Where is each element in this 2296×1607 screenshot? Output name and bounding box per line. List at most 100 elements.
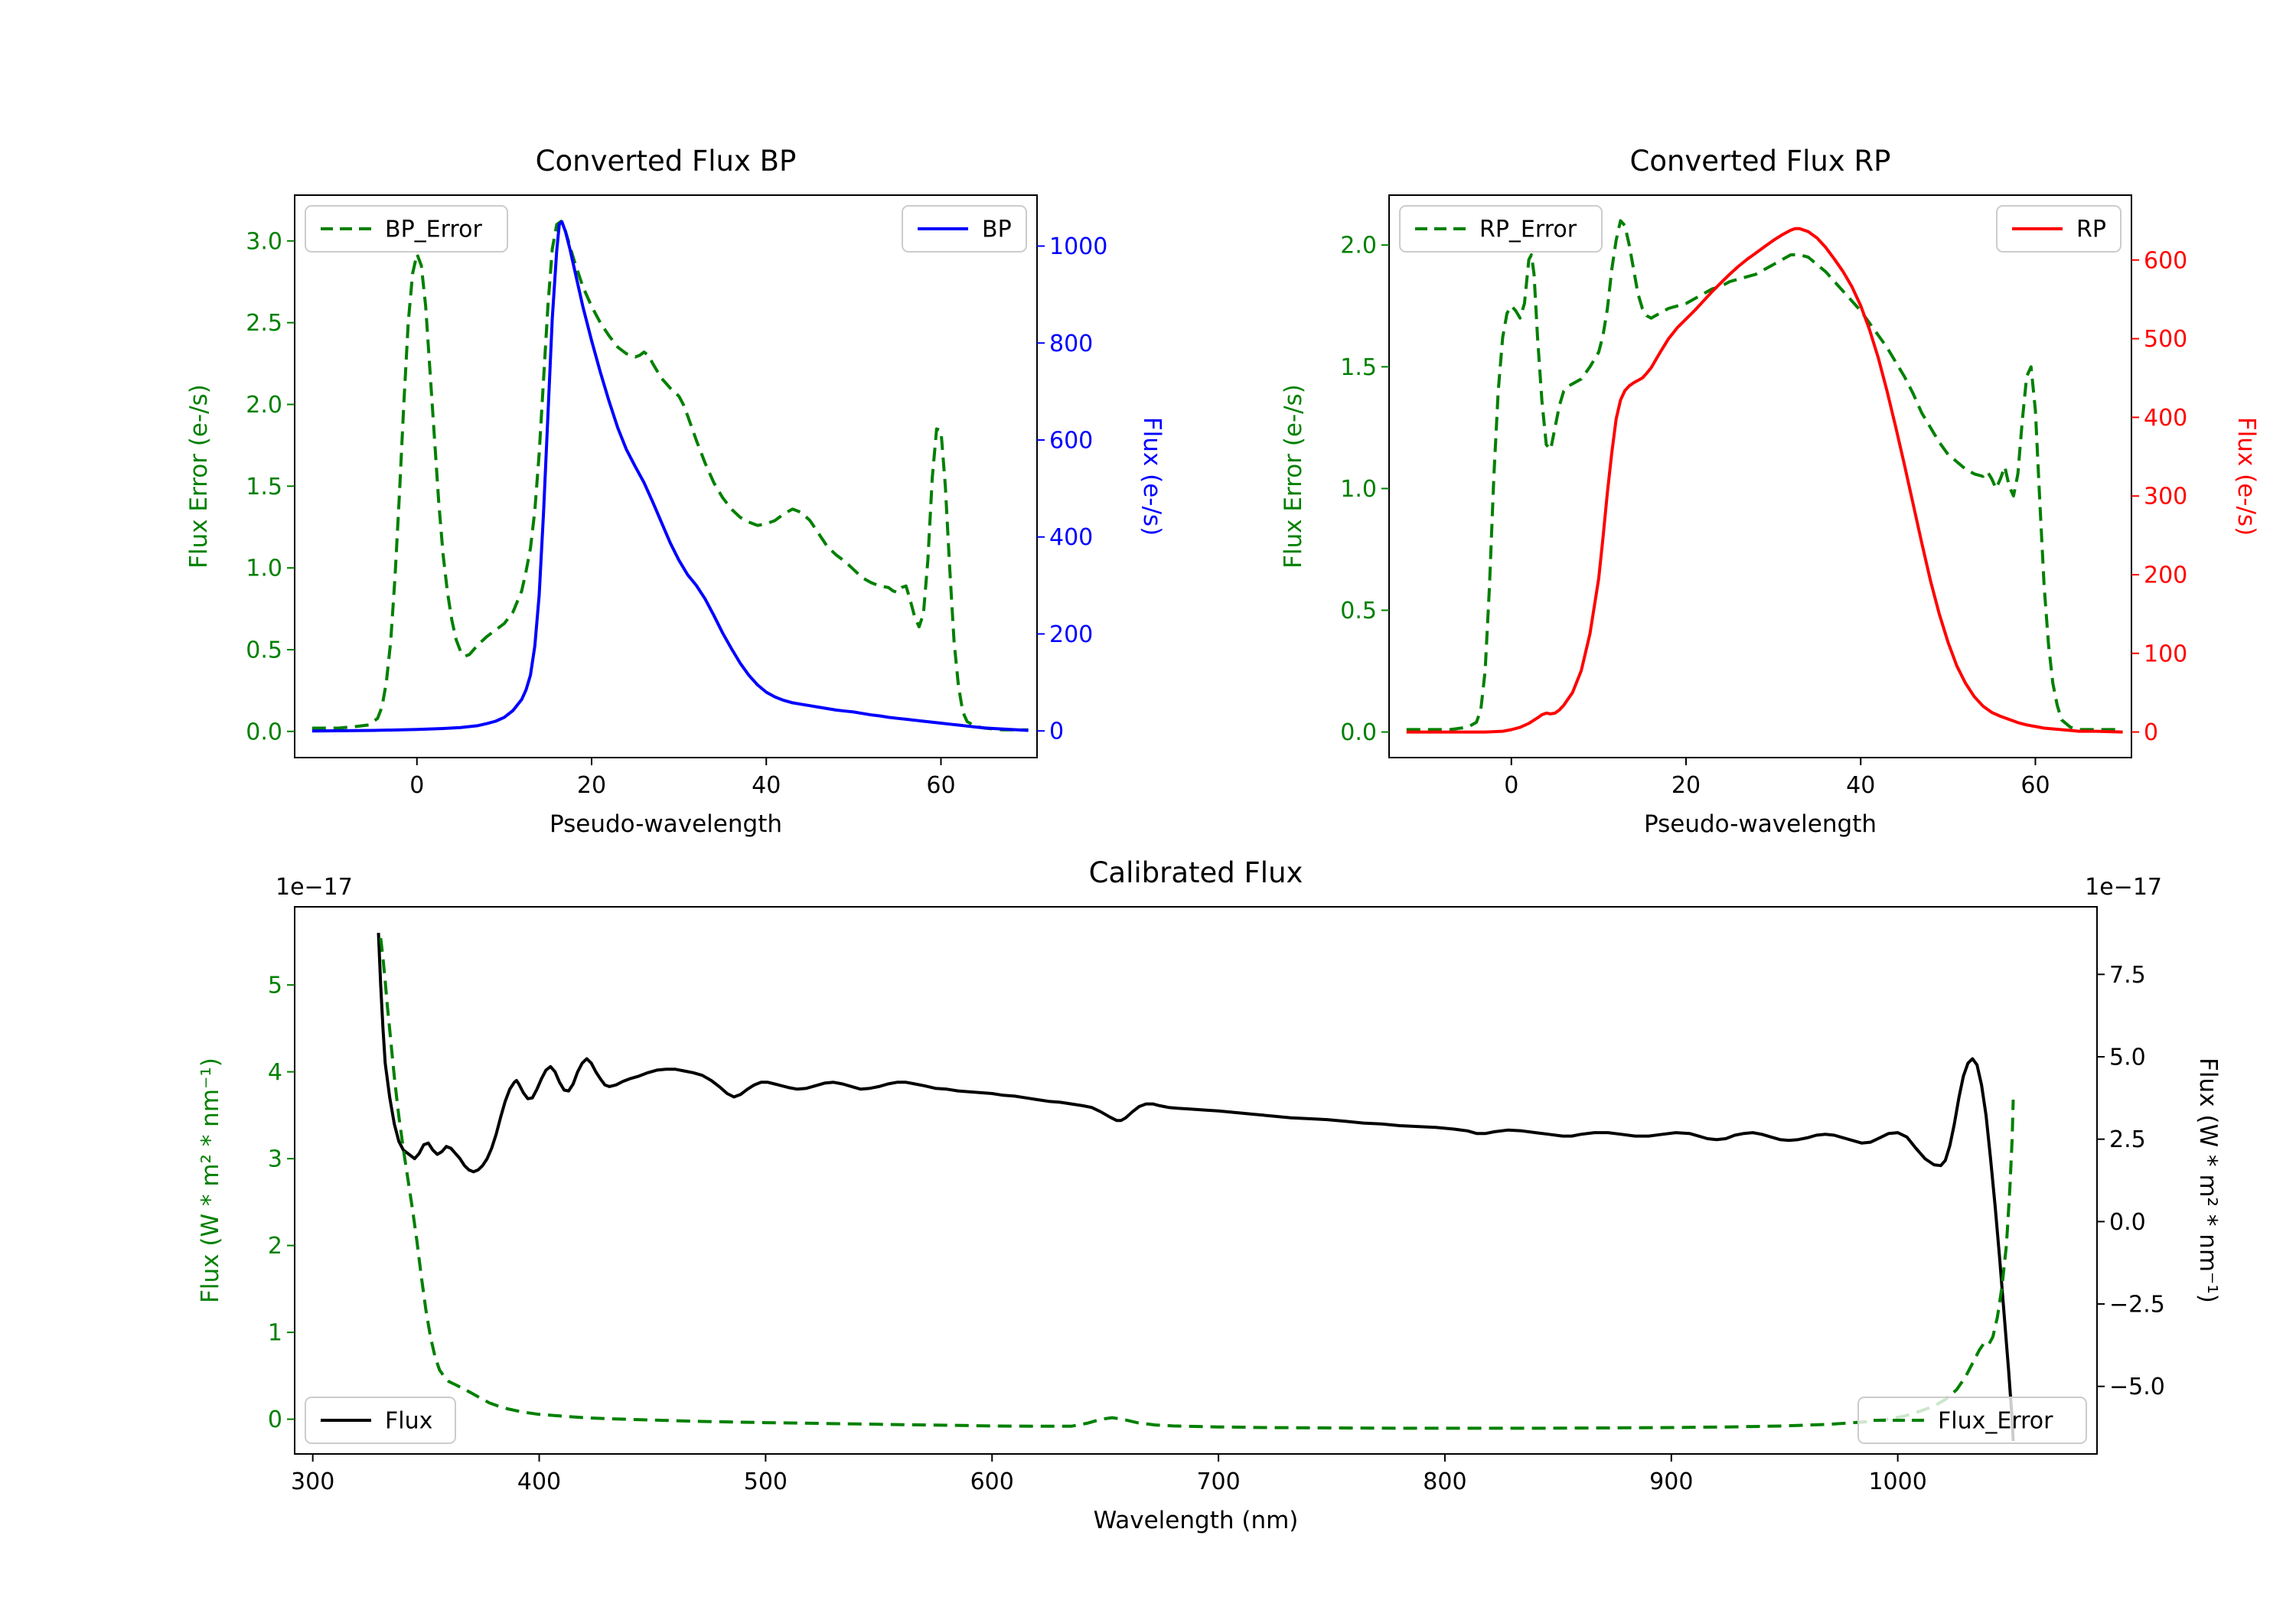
rp-error-line [1406, 219, 2123, 732]
bp-right-tick-label: 400 [1049, 524, 1093, 551]
legend-bp-label: BP [982, 217, 1012, 243]
bp-xtick-label: 60 [926, 772, 955, 799]
cal-right-tick-label: 0.0 [2109, 1209, 2146, 1236]
cal-xtick-label: 700 [1196, 1468, 1240, 1495]
legend-flux-error: Flux_Error [1857, 1397, 2087, 1444]
rp-axes-spines [1388, 194, 2132, 758]
cal-left-tick-label: 1 [268, 1320, 282, 1347]
cal-xtick-label: 600 [970, 1468, 1014, 1495]
cal-xtick-label: 400 [517, 1468, 561, 1495]
cal-left-ylabel: Flux (W * m² * nm⁻¹) [197, 1058, 224, 1303]
cal-left-tick-label: 2 [268, 1233, 282, 1260]
bp-left-ylabel: Flux Error (e-/s) [185, 384, 213, 569]
bp-xtick-label: 20 [577, 772, 606, 799]
rp-right-tick-label: 100 [2144, 641, 2187, 667]
rp-right-ylabel: Flux (e-/s) [2232, 417, 2260, 536]
rp-right-tick-label: 300 [2144, 484, 2187, 510]
bp-error-line [311, 220, 1029, 732]
legend-bp: BP [902, 205, 1027, 253]
cal-right-axis: −5.0 −2.5 0.0 2.5 5.0 7.5 [2097, 962, 2165, 1400]
rp-left-ylabel: Flux Error (e-/s) [1280, 384, 1307, 569]
cal-left-tick-label: 3 [268, 1146, 282, 1173]
bp-left-axis: 0.0 0.5 1.0 1.5 2.0 2.5 3.0 [246, 228, 295, 745]
bp-left-tick-label: 1.5 [246, 474, 282, 500]
bp-left-tick-label: 0.5 [246, 637, 282, 663]
flux-line [377, 932, 2015, 1442]
bp-right-tick-label: 800 [1049, 331, 1093, 357]
rp-left-tick-label: 1.5 [1340, 354, 1377, 381]
bp-xlabel: Pseudo-wavelength [550, 810, 782, 838]
cal-right-tick-label: −5.0 [2109, 1374, 2165, 1400]
legend-rp-error-label: RP_Error [1479, 217, 1577, 243]
legend-rp: RP [1996, 205, 2122, 253]
rp-xtick-label: 0 [1504, 772, 1518, 799]
rp-xtick-label: 60 [2020, 772, 2050, 799]
bp-right-tick-label: 1000 [1049, 233, 1107, 260]
bp-right-tick-label: 600 [1049, 427, 1093, 454]
rp-right-axis: 0 100 200 300 400 500 600 [2131, 247, 2187, 746]
rp-title: Converted Flux RP [1629, 145, 1890, 178]
rp-right-tick-label: 200 [2144, 562, 2187, 588]
legend-bp-error: BP_Error [305, 205, 508, 253]
rp-right-tick-label: 600 [2144, 247, 2187, 274]
rp-right-tick-label: 400 [2144, 405, 2187, 432]
cal-right-tick-label: −2.5 [2109, 1292, 2165, 1319]
bp-left-tick-label: 2.0 [246, 392, 282, 419]
rp-xlabel: Pseudo-wavelength [1644, 810, 1877, 838]
rp-left-tick-label: 1.0 [1340, 476, 1377, 503]
bp-x-axis: 0 20 40 60 [409, 758, 956, 799]
cal-title: Calibrated Flux [1089, 856, 1303, 889]
cal-left-tick-label: 0 [268, 1407, 282, 1433]
cal-offset-right: 1e−17 [2085, 874, 2162, 901]
bp-xtick-label: 40 [752, 772, 781, 799]
cal-right-tick-label: 7.5 [2109, 962, 2146, 989]
cal-left-tick-label: 5 [268, 973, 282, 999]
cal-offset-left: 1e−17 [276, 874, 353, 901]
rp-right-tick-label: 500 [2144, 326, 2187, 353]
bp-line [311, 220, 1029, 733]
bp-left-tick-label: 0.0 [246, 719, 282, 745]
rp-left-axis: 0.0 0.5 1.0 1.5 2.0 [1340, 233, 1389, 746]
cal-xlabel: Wavelength (nm) [1094, 1507, 1299, 1534]
bp-left-tick-label: 3.0 [246, 228, 282, 255]
bp-right-ylabel: Flux (e-/s) [1138, 417, 1166, 536]
cal-axes-spines [294, 906, 2098, 1455]
legend-flux-error-label: Flux_Error [1938, 1408, 2053, 1435]
cal-right-tick-label: 5.0 [2109, 1044, 2146, 1071]
bp-left-tick-label: 2.5 [246, 310, 282, 337]
cal-xtick-label: 1000 [1868, 1468, 1926, 1495]
cal-right-tick-label: 2.5 [2109, 1126, 2146, 1153]
legend-flux: Flux [305, 1397, 456, 1444]
cal-xtick-label: 500 [744, 1468, 788, 1495]
bp-left-tick-label: 1.0 [246, 556, 282, 582]
cal-x-axis: 300 400 500 600 700 800 900 1000 [291, 1454, 1927, 1495]
legend-rp-error: RP_Error [1399, 205, 1603, 253]
legend-rp-label: RP [2076, 217, 2106, 243]
cal-right-ylabel: Flux (W * m² * nm⁻¹) [2194, 1058, 2222, 1303]
bp-xtick-label: 0 [409, 772, 424, 799]
rp-line [1406, 227, 2123, 734]
cal-left-axis: 0 1 2 3 4 5 [268, 973, 295, 1433]
rp-x-axis: 0 20 40 60 [1504, 758, 2050, 799]
bp-axes-spines [294, 194, 1038, 758]
rp-xtick-label: 20 [1671, 772, 1701, 799]
rp-left-tick-label: 0.0 [1340, 719, 1377, 746]
bp-right-axis: 0 200 400 600 800 1000 [1037, 233, 1107, 745]
rp-left-tick-label: 0.5 [1340, 598, 1377, 624]
cal-xtick-label: 900 [1649, 1468, 1693, 1495]
subplot-cal: 300 400 500 600 700 800 900 1000 Wavelength (nm)… [197, 856, 2222, 1534]
cal-left-tick-label: 4 [268, 1059, 282, 1086]
rp-right-tick-label: 0 [2144, 719, 2158, 746]
bp-right-tick-label: 0 [1049, 719, 1064, 745]
rp-xtick-label: 40 [1846, 772, 1875, 799]
bp-right-tick-label: 200 [1049, 621, 1093, 648]
subplot-bp: 0 20 40 60 Pseudo-wavelength 0.0 0.5 1.0 1.5 2.0 2… [185, 145, 1166, 838]
subplot-rp: 0 20 40 60 Pseudo-wavelength 0.0 0.5 1.0 1.5 2.0 F… [1280, 145, 2260, 838]
cal-xtick-label: 300 [291, 1468, 334, 1495]
bp-title: Converted Flux BP [536, 145, 797, 178]
legend-flux-label: Flux [385, 1408, 432, 1435]
rp-left-tick-label: 2.0 [1340, 233, 1377, 259]
cal-xtick-label: 800 [1423, 1468, 1466, 1495]
